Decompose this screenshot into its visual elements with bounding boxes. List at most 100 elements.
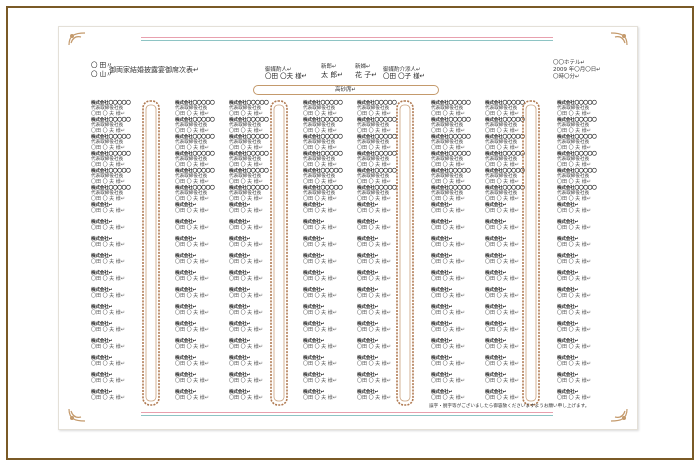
guest-company: 株式会社↵ bbox=[303, 373, 325, 378]
guest-company: 株式会社↵ bbox=[485, 220, 507, 225]
guest-name: 〇田 〇 夫 様↵ bbox=[175, 179, 209, 185]
head-table bbox=[253, 85, 439, 95]
guest-entry: 株式会社↵ 〇田 〇 夫 様↵ bbox=[91, 271, 147, 282]
guest-position: 代表取締役社長 bbox=[357, 106, 390, 111]
guest-name: 〇田 〇 夫 様↵ bbox=[175, 259, 209, 265]
guest-company: 株式会社〇〇〇〇〇 bbox=[557, 169, 597, 174]
bride-name: 花 子↵ bbox=[355, 71, 378, 79]
guest-entry: 株式会社↵ 〇田 〇 夫 様↵ bbox=[175, 220, 231, 231]
guest-company: 株式会社↵ bbox=[91, 220, 113, 225]
guest-entry: 株式会社↵ 〇田 〇 夫 様↵ bbox=[229, 254, 285, 265]
guest-position: 代表取締役社長 bbox=[303, 191, 336, 196]
guest-entry: 株式会社〇〇〇〇〇 代表取締役社長 〇田 〇 夫 様↵ bbox=[91, 169, 147, 185]
corner-ornament-tr bbox=[610, 32, 628, 46]
guest-company: 株式会社↵ bbox=[557, 339, 579, 344]
guest-company: 株式会社↵ bbox=[357, 356, 379, 361]
guest-name: 〇田 〇 夫 様↵ bbox=[303, 310, 337, 316]
guest-company: 株式会社↵ bbox=[357, 254, 379, 259]
guest-name: 〇田 〇 夫 様↵ bbox=[431, 310, 465, 316]
guest-entry: 株式会社↵ 〇田 〇 夫 様↵ bbox=[557, 203, 613, 214]
guest-company: 株式会社↵ bbox=[303, 220, 325, 225]
guest-name: 〇田 〇 夫 様↵ bbox=[357, 327, 391, 333]
guest-entry: 株式会社↵ 〇田 〇 夫 様↵ bbox=[175, 356, 231, 367]
guest-entry: 株式会社↵ 〇田 〇 夫 様↵ bbox=[175, 288, 231, 299]
guest-company: 株式会社↵ bbox=[485, 237, 507, 242]
guest-name: 〇田 〇 夫 様↵ bbox=[357, 225, 391, 231]
guest-name: 〇田 〇 夫 様↵ bbox=[431, 378, 465, 384]
guest-name: 〇田 〇 夫 様↵ bbox=[303, 276, 337, 282]
guest-entry: 株式会社↵ 〇田 〇 夫 様↵ bbox=[431, 322, 487, 333]
guest-company: 株式会社↵ bbox=[485, 373, 507, 378]
guest-name: 〇田 〇 夫 様↵ bbox=[91, 293, 125, 299]
guest-name: 〇田 〇 夫 様↵ bbox=[91, 128, 125, 134]
guest-company: 株式会社↵ bbox=[303, 288, 325, 293]
guest-entry: 株式会社↵ 〇田 〇 夫 様↵ bbox=[357, 356, 413, 367]
guest-position: 代表取締役社長 bbox=[557, 123, 590, 128]
guest-entry: 株式会社〇〇〇〇〇 代表取締役社長 〇田 〇 夫 様↵ bbox=[303, 152, 359, 168]
guest-name: 〇田 〇 夫 様↵ bbox=[357, 179, 391, 185]
guest-position: 代表取締役社長 bbox=[431, 123, 464, 128]
guest-position: 代表取締役社長 bbox=[229, 123, 262, 128]
guest-entry: 株式会社↵ 〇田 〇 夫 様↵ bbox=[303, 237, 359, 248]
guest-name: 〇田 〇 夫 様↵ bbox=[485, 225, 519, 231]
guest-name: 〇田 〇 夫 様↵ bbox=[485, 162, 519, 168]
guest-name: 〇田 〇 夫 様↵ bbox=[229, 327, 263, 333]
corner-ornament-bl bbox=[68, 408, 86, 422]
guest-company: 株式会社〇〇〇〇〇 bbox=[91, 152, 131, 157]
guest-name: 〇田 〇 夫 様↵ bbox=[485, 395, 519, 401]
guest-company: 株式会社↵ bbox=[229, 271, 251, 276]
guest-name: 〇田 〇 夫 様↵ bbox=[229, 242, 263, 248]
guest-entry: 株式会社↵ 〇田 〇 夫 様↵ bbox=[229, 390, 285, 401]
guest-name: 〇田 〇 夫 様↵ bbox=[229, 395, 263, 401]
guest-company: 株式会社↵ bbox=[485, 339, 507, 344]
guest-entry: 株式会社〇〇〇〇〇 代表取締役社長 〇田 〇 夫 様↵ bbox=[431, 186, 487, 202]
guest-name: 〇田 〇 夫 様↵ bbox=[229, 310, 263, 316]
guest-name: 〇田 〇 夫 様↵ bbox=[557, 128, 591, 134]
guest-company: 株式会社↵ bbox=[431, 288, 453, 293]
guest-company: 株式会社↵ bbox=[303, 322, 325, 327]
guest-position: 代表取締役社長 bbox=[229, 174, 262, 179]
guest-name: 〇田 〇 夫 様↵ bbox=[303, 111, 337, 117]
guest-company: 株式会社〇〇〇〇〇 bbox=[431, 152, 471, 157]
guest-name: 〇田 〇 夫 様↵ bbox=[91, 111, 125, 117]
guest-name: 〇田 〇 夫 様↵ bbox=[229, 128, 263, 134]
bride-parents-label: 御媒酌介添人↵ bbox=[383, 67, 421, 73]
guest-name: 〇田 〇 夫 様↵ bbox=[229, 225, 263, 231]
guest-company: 株式会社↵ bbox=[303, 305, 325, 310]
top-rule-teal bbox=[141, 40, 553, 41]
guest-entry: 株式会社〇〇〇〇〇 代表取締役社長 〇田 〇 夫 様↵ bbox=[229, 152, 285, 168]
guest-entry: 株式会社〇〇〇〇〇 代表取締役社長 〇田 〇 夫 様↵ bbox=[485, 186, 541, 202]
guest-company: 株式会社↵ bbox=[229, 339, 251, 344]
guest-entry: 株式会社↵ 〇田 〇 夫 様↵ bbox=[431, 237, 487, 248]
guest-position: 代表取締役社長 bbox=[175, 191, 208, 196]
guest-name: 〇田 〇 夫 様↵ bbox=[175, 361, 209, 367]
guest-position: 代表取締役社長 bbox=[303, 123, 336, 128]
guest-entry: 株式会社〇〇〇〇〇 代表取締役社長 〇田 〇 夫 様↵ bbox=[485, 169, 541, 185]
guest-company: 株式会社↵ bbox=[557, 322, 579, 327]
guest-company: 株式会社〇〇〇〇〇 bbox=[485, 152, 525, 157]
guest-position: 代表取締役社長 bbox=[485, 140, 518, 145]
guest-company: 株式会社↵ bbox=[431, 220, 453, 225]
guest-name: 〇田 〇 夫 様↵ bbox=[357, 145, 391, 151]
guest-company: 株式会社〇〇〇〇〇 bbox=[175, 152, 215, 157]
guest-entry: 株式会社↵ 〇田 〇 夫 様↵ bbox=[91, 288, 147, 299]
guest-entry: 株式会社↵ 〇田 〇 夫 様↵ bbox=[303, 356, 359, 367]
guest-entry: 株式会社↵ 〇田 〇 夫 様↵ bbox=[303, 373, 359, 384]
guest-company: 株式会社〇〇〇〇〇 bbox=[485, 186, 525, 191]
guest-position: 代表取締役社長 bbox=[431, 140, 464, 145]
guest-name: 〇田 〇 夫 様↵ bbox=[557, 179, 591, 185]
guest-name: 〇田 〇 夫 様↵ bbox=[303, 162, 337, 168]
guest-entry: 株式会社〇〇〇〇〇 代表取締役社長 〇田 〇 夫 様↵ bbox=[557, 186, 613, 202]
guest-name: 〇田 〇 夫 様↵ bbox=[357, 208, 391, 214]
guest-company: 株式会社↵ bbox=[229, 373, 251, 378]
guest-name: 〇田 〇 夫 様↵ bbox=[357, 344, 391, 350]
guest-entry: 株式会社↵ 〇田 〇 夫 様↵ bbox=[229, 339, 285, 350]
guest-entry: 株式会社〇〇〇〇〇 代表取締役社長 〇田 〇 夫 様↵ bbox=[485, 152, 541, 168]
guest-entry: 株式会社↵ 〇田 〇 夫 様↵ bbox=[557, 356, 613, 367]
guest-name: 〇田 〇 夫 様↵ bbox=[175, 310, 209, 316]
guest-entry: 株式会社↵ 〇田 〇 夫 様↵ bbox=[485, 339, 541, 350]
guest-name: 〇田 〇 夫 様↵ bbox=[485, 145, 519, 151]
bride-label: 新婦↵ bbox=[355, 64, 371, 70]
corner-ornament-tl bbox=[68, 32, 86, 46]
guest-entry: 株式会社〇〇〇〇〇 代表取締役社長 〇田 〇 夫 様↵ bbox=[557, 135, 613, 151]
